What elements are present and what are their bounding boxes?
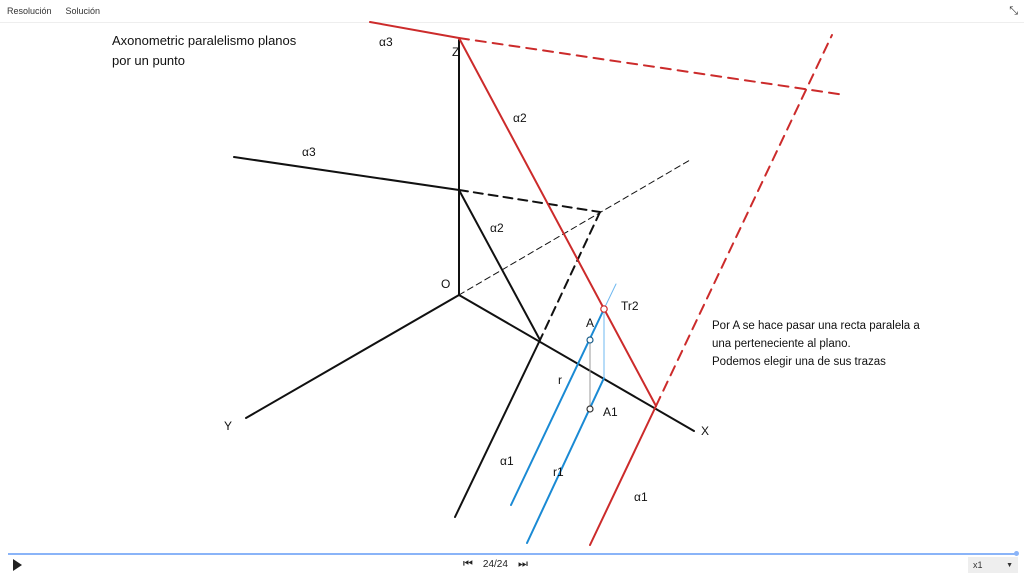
alpha-hidden-dashed <box>539 211 601 341</box>
title-line: por un punto <box>112 53 186 68</box>
alpha3-black-dashed <box>458 189 601 213</box>
label-y: Y <box>224 419 232 433</box>
progress-slider[interactable] <box>8 553 1017 555</box>
r1-line <box>526 377 605 544</box>
collapse-icon[interactable]: ⤡ <box>1009 5 1018 17</box>
label-alpha3-red: α3 <box>379 35 393 49</box>
title-line: Axonometric paralelismo planos <box>112 33 297 48</box>
label-a: A <box>586 316 594 330</box>
alpha2-red-line <box>458 37 657 407</box>
alpha1-black-line <box>454 339 541 518</box>
point-a1 <box>586 405 594 413</box>
label-alpha2-red: α2 <box>513 111 527 125</box>
speed-select[interactable]: x1 ▼ <box>968 557 1018 573</box>
explanation-note: Por A se hace pasar una recta paralela a… <box>712 317 920 371</box>
label-o: O <box>441 277 450 291</box>
label-alpha1-blue: α1 <box>500 454 514 468</box>
dropdown-arrow-icon: ▼ <box>1006 561 1013 569</box>
label-alpha3-black: α3 <box>302 145 316 159</box>
divider <box>0 22 1024 23</box>
alpha3-red-dashed <box>458 37 846 96</box>
step-counter: 24/24 <box>482 559 508 570</box>
y-axis <box>245 294 460 419</box>
label-z: Z <box>452 45 459 59</box>
alpha1-red-line <box>589 405 657 546</box>
label-a1: A1 <box>603 405 618 419</box>
play-icon[interactable] <box>13 559 22 571</box>
step-navigation: ⏮ 24/24 ⏭ <box>463 558 528 571</box>
alpha1-red-dashed <box>655 34 833 407</box>
speed-value: x1 <box>973 560 983 570</box>
x-axis <box>458 294 695 432</box>
alpha3-black-line <box>233 156 460 191</box>
skip-previous-icon[interactable]: ⏮ <box>463 558 473 570</box>
point-a <box>586 336 594 344</box>
note-line: Por A se hace pasar una recta paralela a <box>712 320 920 332</box>
alpha3-red-line <box>369 21 460 39</box>
note-line: Podemos elegir una de sus trazas <box>712 356 886 368</box>
label-r1: r1 <box>553 465 564 479</box>
skip-next-icon[interactable]: ⏭ <box>517 558 528 570</box>
label-tr2: Tr2 <box>621 299 639 313</box>
r-extension <box>603 283 617 310</box>
construction-title: Axonometric paralelismo planos por un pu… <box>112 31 296 71</box>
alpha2-black-line <box>458 189 541 341</box>
progress-slider-handle[interactable] <box>1014 551 1019 556</box>
label-alpha1-red: α1 <box>634 490 648 504</box>
label-x: X <box>701 424 709 438</box>
hidden-axis <box>458 159 691 296</box>
label-alpha2-black: α2 <box>490 221 504 235</box>
note-line: una perteneciente al plano. <box>712 338 851 350</box>
tab-resolucion[interactable]: Resolución <box>7 6 52 16</box>
label-r: r <box>558 373 562 387</box>
point-tr2 <box>600 305 608 313</box>
